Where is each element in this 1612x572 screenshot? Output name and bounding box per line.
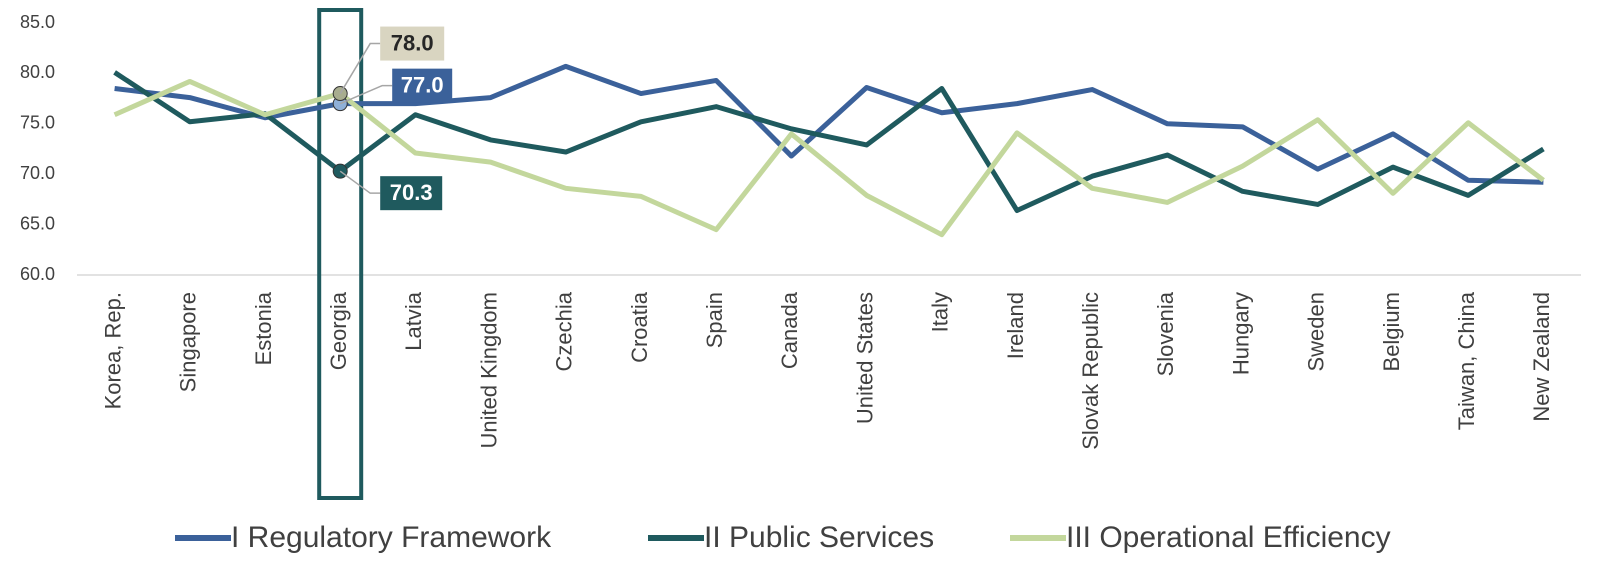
data-label: 78.0: [391, 30, 434, 55]
x-tick-label: Italy: [928, 292, 953, 332]
series-line: [113, 78, 1545, 238]
data-label-box: [380, 26, 445, 61]
x-tick-label: Singapore: [176, 292, 201, 392]
x-tick-label: Croatia: [627, 291, 652, 363]
y-tick-label: 60.0: [20, 264, 55, 284]
data-label: 77.0: [401, 72, 444, 97]
data-label-box: [380, 176, 443, 211]
x-tick-label: Slovenia: [1153, 291, 1178, 376]
legend-label: III Operational Efficiency: [1066, 521, 1391, 554]
x-tick-label: United States: [852, 292, 877, 424]
x-tick-label: Belgium: [1379, 292, 1404, 371]
legend-label: II Public Services: [704, 521, 934, 554]
x-tick-label: Taiwan, China: [1454, 291, 1479, 430]
x-tick-label: Canada: [777, 291, 802, 369]
x-tick-label: Ireland: [1003, 292, 1028, 359]
x-tick-label: Georgia: [326, 291, 351, 370]
highlight-box: [317, 8, 364, 500]
x-tick-label: Estonia: [251, 291, 276, 365]
y-tick-label: 80.0: [20, 62, 55, 82]
data-label-box: [392, 68, 453, 103]
y-tick-label: 65.0: [20, 213, 55, 233]
x-tick-label: New Zealand: [1529, 292, 1554, 422]
y-tick-label: 85.0: [20, 12, 55, 32]
data-label: 70.3: [390, 180, 433, 205]
leader-line: [339, 84, 393, 105]
x-tick-label: Slovak Republic: [1078, 292, 1103, 450]
series-line: [113, 70, 1545, 213]
legend-label: I Regulatory Framework: [231, 521, 552, 554]
x-tick-label: Spain: [702, 292, 727, 348]
x-tick-label: Latvia: [401, 291, 426, 350]
x-tick-label: Sweden: [1304, 292, 1329, 372]
y-tick-label: 70.0: [20, 163, 55, 183]
leader-line: [339, 42, 381, 94]
x-tick-label: Korea, Rep.: [100, 292, 125, 409]
x-tick-label: United Kingdom: [476, 292, 501, 449]
leader-line: [339, 170, 381, 194]
x-tick-label: Czechia: [552, 291, 577, 371]
x-tick-label: Hungary: [1228, 292, 1253, 375]
y-tick-label: 75.0: [20, 113, 55, 133]
